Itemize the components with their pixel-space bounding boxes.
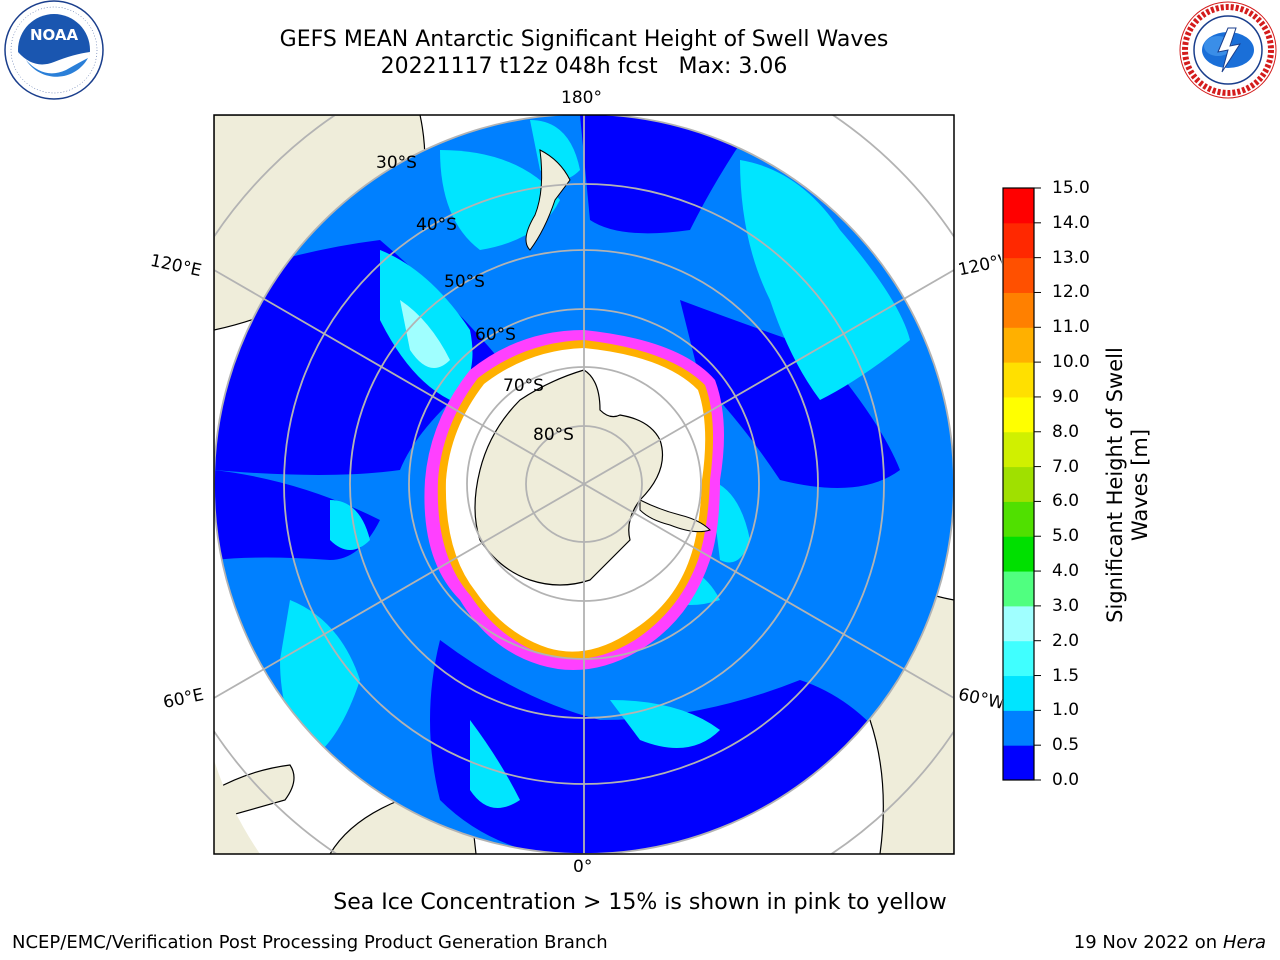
lon-label-180: 180° (561, 88, 602, 108)
colorbar-tick-label: 3.0 (1052, 595, 1080, 616)
noaa-logo-icon: NOAA (4, 0, 104, 100)
lat-label-60: 60°S (475, 325, 516, 345)
colorbar-tick-label: 12.0 (1052, 282, 1090, 303)
timestamp: 19 Nov 2022 on Hera (1074, 932, 1266, 953)
lat-label-40: 40°S (416, 215, 457, 235)
land-madagascar (214, 764, 295, 821)
graticule (214, 115, 954, 854)
latitude-labels: 30°S 40°S 50°S 60°S 70°S 80°S (376, 153, 574, 445)
colorbar-tick-label: 13.0 (1052, 247, 1090, 268)
chart-title-line2: 20221117 t12z 048h fcst Max: 3.06 (380, 54, 788, 79)
colorbar-tick-label: 8.0 (1052, 421, 1080, 442)
colorbar-tick-label: 10.0 (1052, 352, 1090, 373)
timestamp-host: Hera (1222, 932, 1266, 953)
land-new-zealand (525, 149, 571, 251)
colorbar-tick-label: 5.0 (1052, 526, 1080, 547)
colorbar-tick-label: 11.0 (1052, 317, 1090, 338)
lon-label-0: 0° (573, 857, 593, 877)
lat-label-80: 80°S (533, 425, 574, 445)
colorbar-tick-label: 0.5 (1052, 735, 1080, 756)
land-antarctic-peninsula (639, 499, 711, 533)
colorbar-tick-label: 7.0 (1052, 456, 1080, 477)
sea-ice-note: Sea Ice Concentration > 15% is shown in … (333, 890, 947, 915)
lat-label-70: 70°S (503, 376, 544, 396)
map-frame (213, 114, 955, 855)
nws-logo-icon (1179, 1, 1277, 99)
colorbar-tick-label: 9.0 (1052, 386, 1080, 407)
colorbar-label: Significant Height of Swell Waves [m] (1103, 347, 1152, 623)
credit-text: NCEP/EMC/Verification Post Processing Pr… (12, 932, 608, 953)
lat-label-30: 30°S (376, 153, 417, 173)
noaa-logo-text: NOAA (30, 26, 79, 44)
colorbar-tick-label: 14.0 (1052, 212, 1090, 233)
colorbar-tick-label: 4.0 (1052, 561, 1080, 582)
colorbar-tick-label: 6.0 (1052, 491, 1080, 512)
timestamp-date: 19 Nov 2022 on (1073, 932, 1218, 953)
colorbar-tick-label: 15.0 (1052, 178, 1090, 198)
land-antarctica (474, 369, 664, 586)
lat-label-50: 50°S (444, 272, 485, 292)
colorbar-tick-label: 1.0 (1052, 700, 1080, 721)
colorbar-tick-label: 1.5 (1052, 665, 1080, 686)
land-corner-sw (214, 760, 260, 854)
colorbar-tick-label: 2.0 (1052, 630, 1080, 651)
chart-title-line1: GEFS MEAN Antarctic Significant Height o… (279, 27, 889, 52)
colorbar-tick-label: 0.0 (1052, 770, 1080, 790)
